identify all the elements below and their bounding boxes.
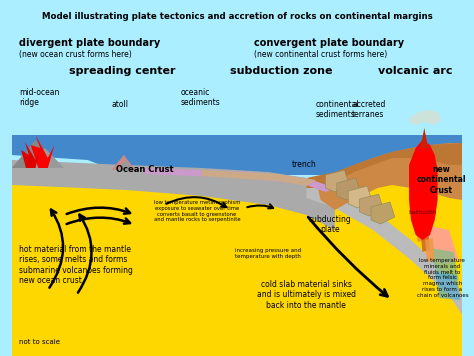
Polygon shape <box>371 202 395 224</box>
Polygon shape <box>21 142 40 168</box>
Polygon shape <box>12 135 462 175</box>
Text: subduction zone: subduction zone <box>230 66 333 76</box>
Polygon shape <box>12 140 59 168</box>
Text: volcanic arc: volcanic arc <box>378 66 452 76</box>
Text: subducting
plate: subducting plate <box>309 215 352 234</box>
Polygon shape <box>420 228 430 252</box>
Text: mid-ocean
ridge: mid-ocean ridge <box>19 88 60 108</box>
Text: hot material from the mantle
rises, some melts and forms
submarine volcanoes for: hot material from the mantle rises, some… <box>19 245 133 285</box>
Polygon shape <box>26 148 64 168</box>
Polygon shape <box>12 185 462 356</box>
Polygon shape <box>202 170 316 186</box>
Text: low temperature
minerals and
fluids melt to
form felsic
magma which
rises to for: low temperature minerals and fluids melt… <box>417 258 468 298</box>
Polygon shape <box>111 155 135 170</box>
Text: accreted
terranes: accreted terranes <box>352 100 385 119</box>
Text: cold slab material sinks
and is ultimately is mixed
back into the mantle: cold slab material sinks and is ultimate… <box>257 280 356 310</box>
Polygon shape <box>425 225 458 265</box>
Polygon shape <box>430 248 458 280</box>
Text: (new continental crust forms here): (new continental crust forms here) <box>254 50 387 59</box>
Text: Model illustrating plate tectonics and accretion of rocks on continental margins: Model illustrating plate tectonics and a… <box>42 12 432 21</box>
Polygon shape <box>12 160 335 230</box>
Text: batholith: batholith <box>408 210 437 215</box>
Text: convergent plate boundary: convergent plate boundary <box>254 38 404 48</box>
Polygon shape <box>416 218 425 242</box>
Text: not to scale: not to scale <box>19 339 60 345</box>
Polygon shape <box>145 168 335 192</box>
Polygon shape <box>435 272 460 300</box>
Polygon shape <box>326 170 349 192</box>
Polygon shape <box>31 135 55 168</box>
Polygon shape <box>420 128 428 148</box>
Polygon shape <box>306 143 462 188</box>
Polygon shape <box>316 143 462 210</box>
Text: continental
sediments: continental sediments <box>316 100 359 119</box>
Text: spreading center: spreading center <box>69 66 175 76</box>
Text: divergent plate boundary: divergent plate boundary <box>19 38 161 48</box>
Polygon shape <box>337 178 361 200</box>
Text: new
continental
Crust: new continental Crust <box>417 165 466 195</box>
Polygon shape <box>425 238 435 262</box>
Text: low temperature metamorphism
exposure to seawater over time
converts basalt to g: low temperature metamorphism exposure to… <box>154 200 240 222</box>
Text: oceanic
sediments: oceanic sediments <box>181 88 221 108</box>
Polygon shape <box>348 186 372 208</box>
Text: (new ocean crust forms here): (new ocean crust forms here) <box>19 50 132 59</box>
Text: trench: trench <box>292 160 317 169</box>
Text: increasing pressure and
temperature with depth: increasing pressure and temperature with… <box>235 248 301 259</box>
Polygon shape <box>409 110 441 125</box>
Text: atoll: atoll <box>111 100 128 109</box>
Polygon shape <box>360 194 383 216</box>
Polygon shape <box>118 160 133 170</box>
Polygon shape <box>409 140 438 240</box>
Polygon shape <box>306 178 462 315</box>
Text: Ocean Crust: Ocean Crust <box>116 166 174 174</box>
Polygon shape <box>12 0 462 175</box>
